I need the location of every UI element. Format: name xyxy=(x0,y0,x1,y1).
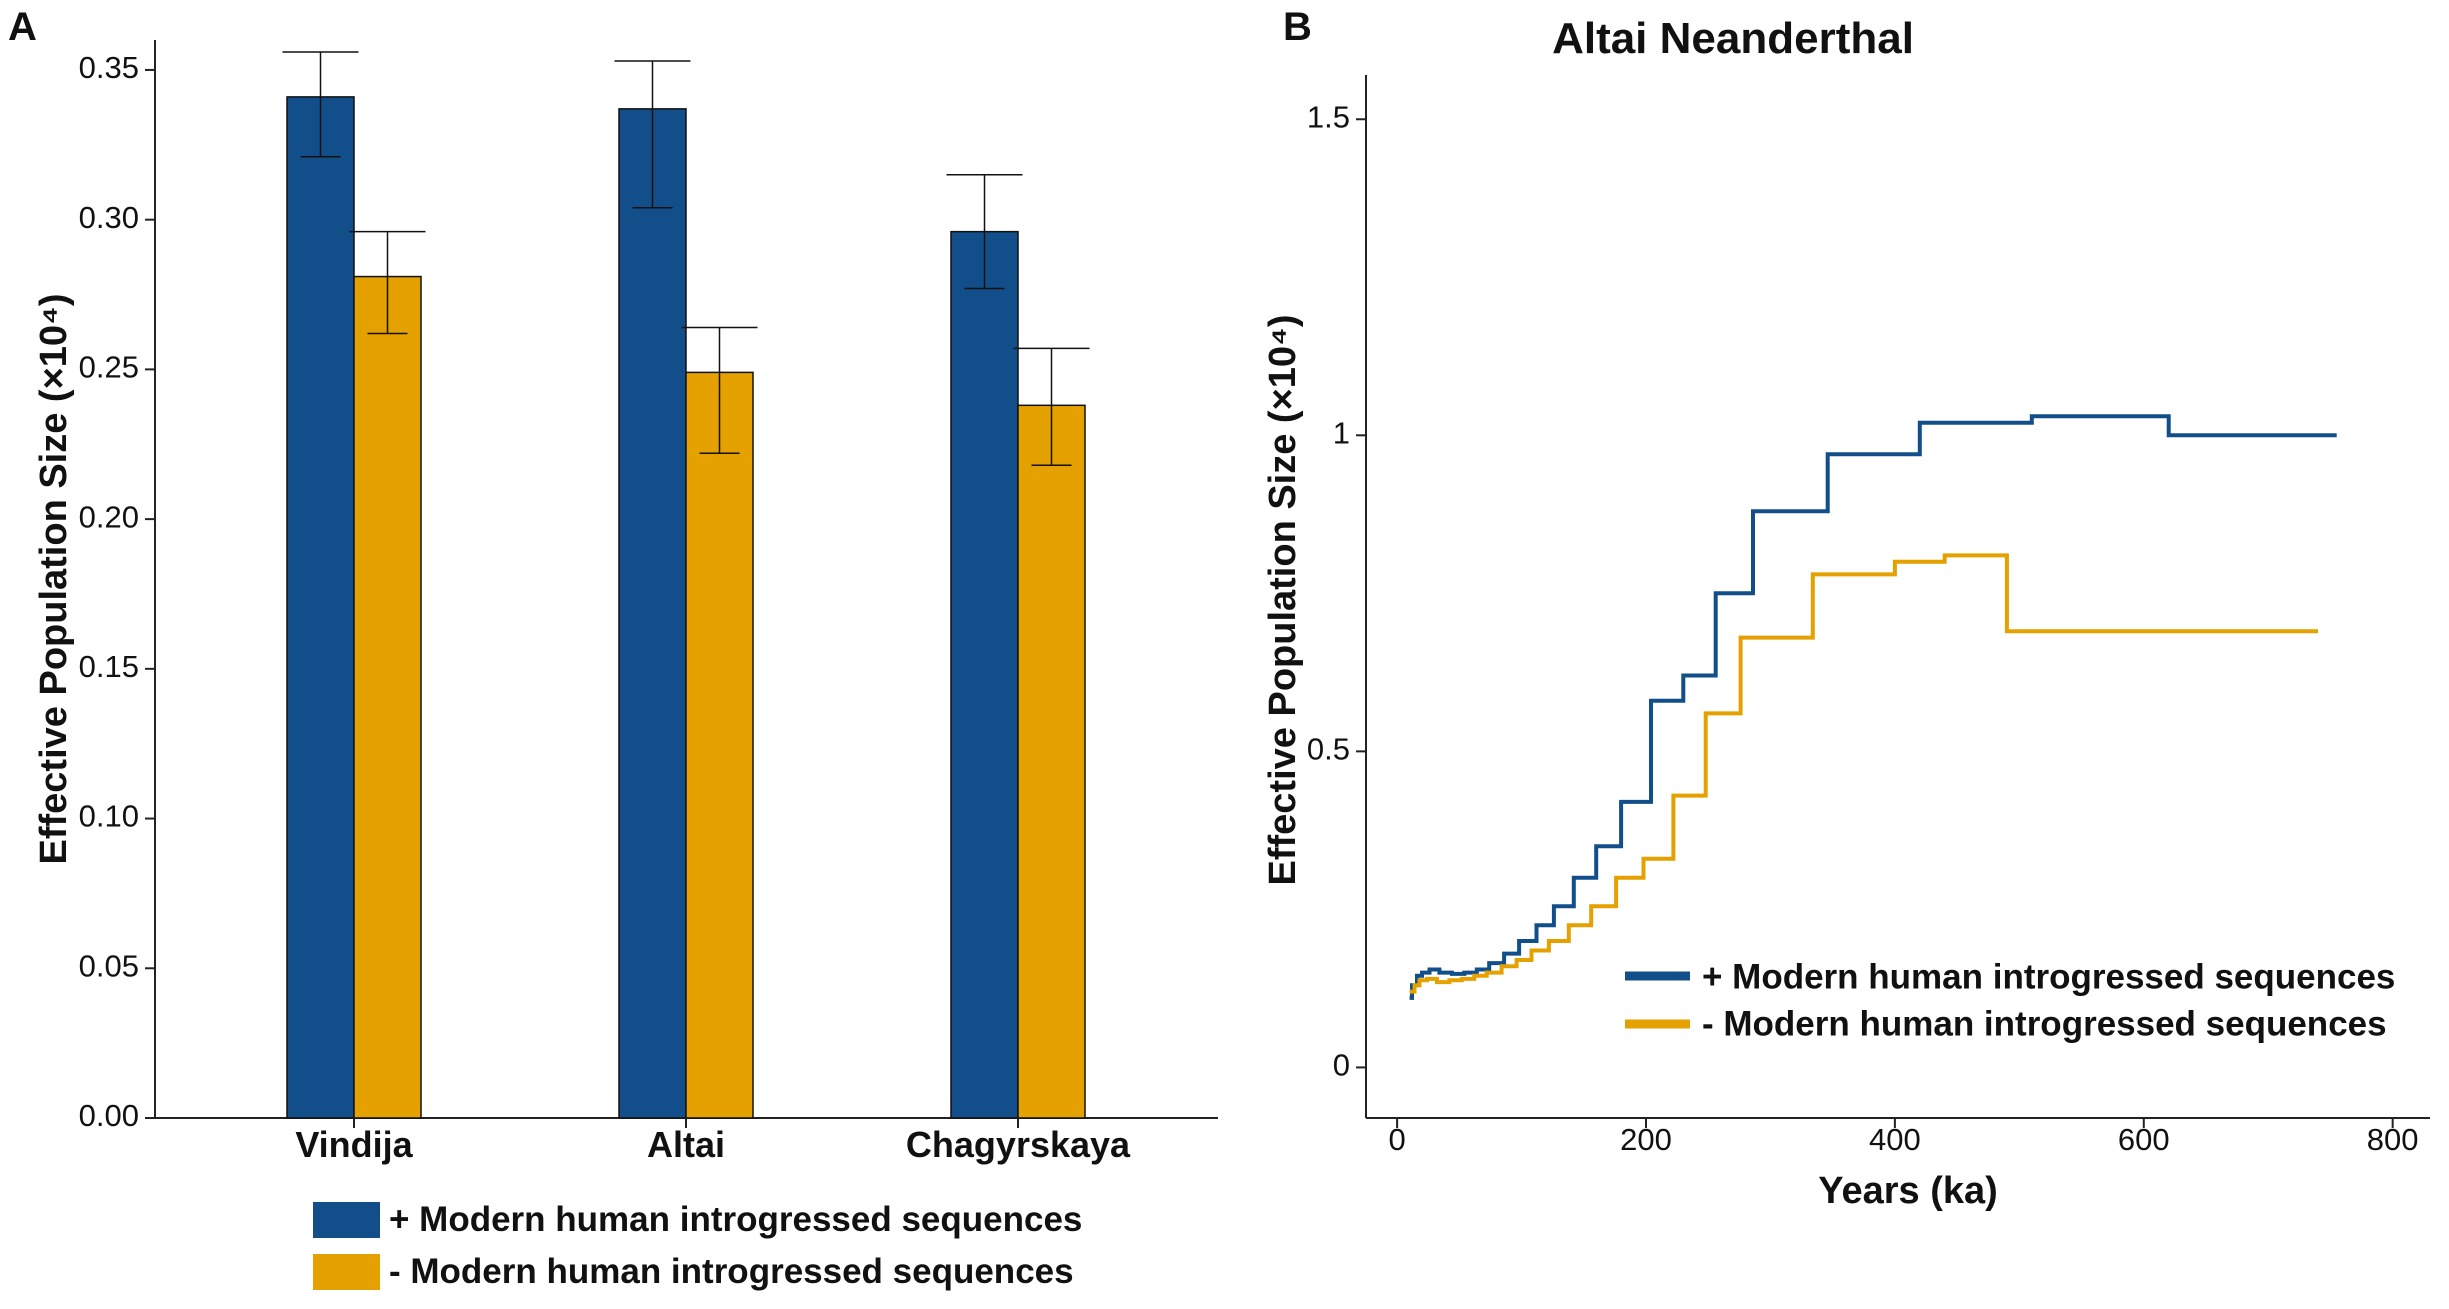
panel-b-y-axis-title: Effective Population Size (×10⁴) xyxy=(1262,315,1304,886)
panel-b-y-tick-label: 1 xyxy=(1333,415,1350,450)
series-line-minus xyxy=(1409,553,2318,994)
bar-altai-minus xyxy=(685,371,754,1119)
bar-chagyrskaya-minus xyxy=(1017,404,1086,1119)
panel-a-y-tick-label: 0.35 xyxy=(79,50,139,85)
panel-a-category-chagyrskaya: Chagyrskaya xyxy=(906,1124,1131,1165)
bar-vindija-plus xyxy=(286,96,355,1119)
panel-b-series-lines xyxy=(1409,414,2337,1000)
panel-b-legend-label-plus: + Modern human introgressed sequences xyxy=(1702,957,2395,996)
panel-a-legend: + Modern human introgressed sequences - … xyxy=(313,1200,1082,1291)
panel-b-label: B xyxy=(1283,5,1312,49)
panel-b-x-tick-label: 600 xyxy=(2118,1122,2170,1157)
panel-b-x-tick-label: 400 xyxy=(1869,1122,1921,1157)
panel-a-bars xyxy=(286,96,1086,1119)
line-chart-panel-b: Altai Neanderthal 0 0.5 1 1.5 0 200 400 600 800… xyxy=(1262,14,2430,1212)
panel-a-legend-swatch-plus xyxy=(313,1202,380,1238)
panel-a-legend-label-minus: - Modern human introgressed sequences xyxy=(389,1252,1074,1291)
panel-a-y-tick-label: 0.25 xyxy=(79,350,139,385)
panel-a-label: A xyxy=(8,5,37,49)
panel-b-y-tick-label: 0 xyxy=(1333,1048,1350,1083)
panel-b-title: Altai Neanderthal xyxy=(1552,14,1914,63)
series-line-plus xyxy=(1409,414,2337,1000)
panel-b-x-ticks: 0 200 400 600 800 xyxy=(1388,1118,2419,1157)
panel-a-legend-swatch-minus xyxy=(313,1254,380,1290)
panel-b-legend-label-minus: - Modern human introgressed sequences xyxy=(1702,1004,2387,1043)
panel-b-x-tick-label: 200 xyxy=(1620,1122,1672,1157)
bar-altai-plus xyxy=(618,108,687,1119)
bar-chagyrskaya-plus xyxy=(950,230,1019,1119)
panel-b-x-tick-label: 0 xyxy=(1388,1122,1405,1157)
bar-chart-panel-a: 0.00 0.05 0.10 0.15 0.20 0.25 0.30 0.35 Vindija… xyxy=(33,40,1218,1291)
panel-b-y-ticks: 0 0.5 1 1.5 xyxy=(1307,99,1366,1083)
panel-b-y-tick-label: 1.5 xyxy=(1307,99,1350,134)
panel-b-x-axis-title: Years (ka) xyxy=(1818,1170,1998,1212)
panel-a-error-bars xyxy=(282,51,1090,466)
panel-a-y-tick-label: 0.10 xyxy=(79,799,139,834)
panel-a-y-tick-label: 0.20 xyxy=(79,499,139,534)
panel-a-legend-label-plus: + Modern human introgressed sequences xyxy=(389,1200,1082,1239)
panel-a-category-altai: Altai xyxy=(647,1124,725,1165)
panel-b-legend: + Modern human introgressed sequences - … xyxy=(1625,957,2395,1043)
panel-a-category-labels: Vindija Altai Chagyrskaya xyxy=(295,1118,1131,1165)
panel-a-y-axis-title: Effective Population Size (×10⁴) xyxy=(33,294,75,865)
panel-b-y-tick-label: 0.5 xyxy=(1307,732,1350,767)
panel-a-y-tick-label: 0.05 xyxy=(79,948,139,983)
bar-vindija-minus xyxy=(353,275,422,1119)
panel-a-y-tick-label: 0.15 xyxy=(79,649,139,684)
panel-a-y-tick-label: 0.00 xyxy=(79,1098,139,1133)
panel-a-category-vindija: Vindija xyxy=(295,1124,413,1165)
panel-a-y-tick-label: 0.30 xyxy=(79,200,139,235)
panel-a-y-ticks: 0.00 0.05 0.10 0.15 0.20 0.25 0.30 0.35 xyxy=(79,50,155,1133)
panel-b-x-tick-label: 800 xyxy=(2367,1122,2419,1157)
